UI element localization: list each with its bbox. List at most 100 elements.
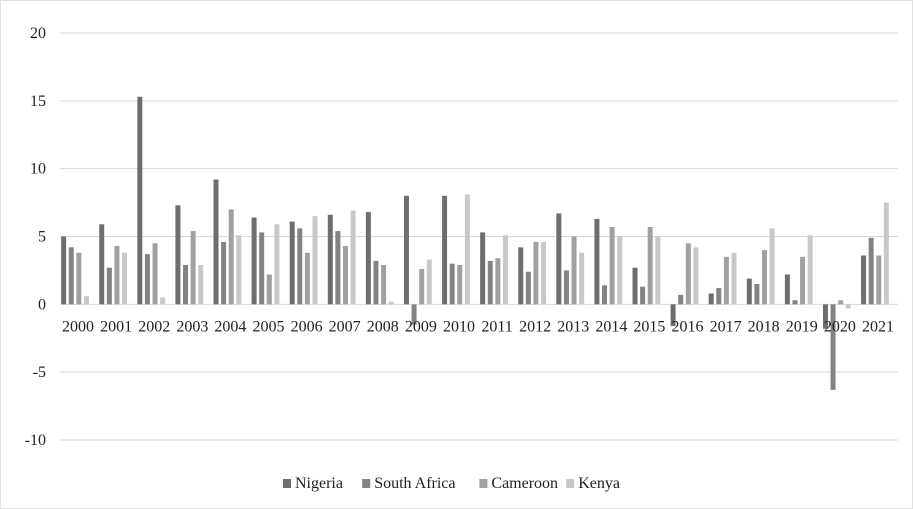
bar-nigeria-2007 [327,214,333,305]
bar-cameroon-2013 [571,236,577,305]
bar-nigeria-2018 [746,278,752,305]
bar-kenya-2008 [388,301,394,305]
bar-cameroon-2018 [761,250,767,305]
bar-kenya-2016 [693,247,699,305]
bar-cameroon-2011 [495,258,501,305]
bar-nigeria-2008 [365,212,371,305]
x-tick-label: 2003 [176,318,208,335]
bar-south-africa-2019 [792,300,798,305]
y-tick-label: 15 [30,93,46,110]
bar-nigeria-2012 [518,247,524,305]
legend: Nigeria South Africa Cameroon Kenya [283,475,620,492]
bar-south-africa-2011 [487,260,493,305]
bar-cameroon-2010 [457,264,463,305]
bar-kenya-2019 [807,235,813,305]
legend-swatch [362,479,371,488]
bar-kenya-2011 [502,235,508,305]
bar-nigeria-2003 [175,205,181,305]
bar-nigeria-2014 [594,218,600,305]
bar-kenya-2005 [274,224,280,305]
bar-kenya-2000 [83,296,89,305]
bar-kenya-2004 [236,235,242,305]
y-tick-label: 20 [30,25,46,42]
legend-label: South Africa [374,475,455,492]
bar-kenya-2020 [845,304,851,309]
bar-kenya-2014 [617,236,623,305]
bar-kenya-2001 [122,252,128,305]
bar-cameroon-2019 [800,256,806,305]
legend-label: Cameroon [491,475,558,492]
legend-item: Kenya [566,475,620,492]
bar-south-africa-2012 [525,271,531,305]
bar-cameroon-2004 [228,209,234,305]
bar-south-africa-2021 [868,237,874,305]
bar-cameroon-2021 [876,255,882,305]
bar-cameroon-2002 [152,243,158,305]
legend-item: Cameroon [479,475,558,492]
x-tick-label: 2002 [138,318,170,335]
bar-south-africa-2008 [373,260,379,305]
x-tick-label: 2014 [595,318,627,335]
bar-kenya-2012 [541,241,547,305]
x-tick-label: 2019 [786,318,818,335]
bar-nigeria-2006 [289,221,295,305]
y-tick-label: 5 [38,229,46,246]
bar-cameroon-2006 [304,252,310,305]
bar-nigeria-2009 [403,195,409,305]
bar-cameroon-2017 [723,256,729,305]
bar-south-africa-2007 [335,231,341,305]
y-tick-label: -5 [33,364,46,381]
bar-south-africa-2001 [106,267,112,305]
bar-nigeria-2016 [670,304,676,327]
bar-south-africa-2004 [221,241,227,305]
bar-nigeria-2011 [480,232,486,305]
legend-item: South Africa [362,475,456,492]
bar-cameroon-2016 [685,243,691,305]
bar-nigeria-2004 [213,179,219,305]
x-tick-label: 2013 [557,318,589,335]
bar-nigeria-2017 [708,293,714,305]
bar-cameroon-2014 [609,227,615,305]
x-tick-label: 2004 [214,318,246,335]
bar-south-africa-2010 [449,263,455,305]
legend-swatch [479,479,488,488]
bar-nigeria-2015 [632,267,638,305]
bar-south-africa-2006 [297,228,303,305]
bar-south-africa-2017 [716,288,722,305]
bar-cameroon-2020 [838,300,844,305]
bar-south-africa-2003 [183,264,189,305]
y-tick-label: -10 [25,432,46,449]
bar-south-africa-2016 [678,294,684,305]
y-tick-label: 0 [38,296,46,313]
bar-kenya-2002 [160,297,166,305]
bar-cameroon-2008 [381,264,387,305]
bar-nigeria-2021 [861,255,867,305]
x-tick-label: 2009 [405,318,437,335]
bar-kenya-2010 [464,194,470,305]
bar-nigeria-2020 [822,304,828,329]
bar-nigeria-2010 [442,195,448,305]
x-tick-label: 2001 [100,318,132,335]
x-tick-label: 2011 [481,318,512,335]
bar-cameroon-2007 [342,245,348,305]
x-tick-label: 2016 [672,318,704,335]
bar-south-africa-2015 [640,286,646,305]
bar-kenya-2017 [731,252,737,305]
bar-nigeria-2000 [61,236,67,305]
legend-label: Kenya [578,475,620,492]
bar-kenya-2013 [579,252,585,305]
legend-swatch [566,479,575,488]
bar-cameroon-2000 [76,252,82,305]
bar-kenya-2018 [769,228,775,305]
bar-kenya-2021 [883,202,889,305]
bar-nigeria-2005 [251,217,257,305]
x-tick-label: 2006 [291,318,323,335]
bar-south-africa-2014 [602,285,608,305]
x-tick-label: 2020 [824,318,856,335]
bar-south-africa-2000 [68,247,74,305]
bar-nigeria-2002 [137,96,143,305]
y-tick-label: 10 [30,161,46,178]
